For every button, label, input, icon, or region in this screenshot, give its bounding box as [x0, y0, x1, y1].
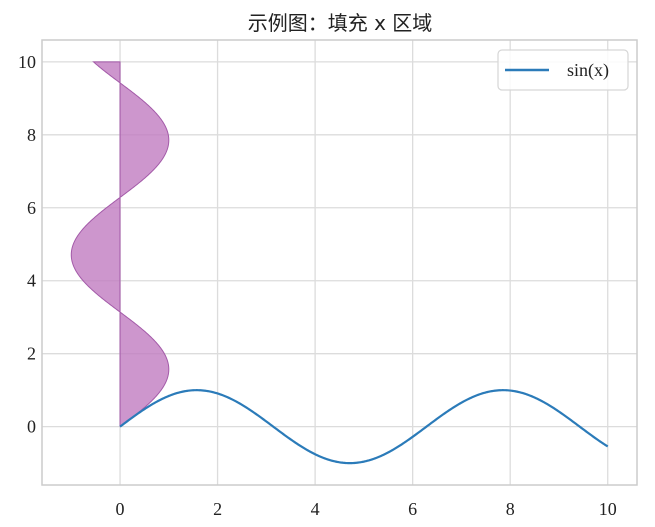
x-tick-label: 10	[599, 499, 617, 519]
y-tick-label: 2	[27, 344, 36, 364]
legend-label-sin: sin(x)	[567, 60, 609, 81]
sine-line-layer	[119, 389, 609, 465]
y-tick-label: 0	[27, 417, 36, 437]
x-tick-label: 8	[506, 499, 515, 519]
fill-region-sin-y	[70, 61, 170, 428]
y-tick-label: 10	[18, 52, 36, 72]
x-tick-label: 4	[311, 499, 320, 519]
plot-frame	[41, 39, 638, 486]
y-tick-label: 4	[27, 271, 36, 291]
sine-line	[119, 389, 609, 465]
fill-area	[70, 61, 170, 428]
legend-box	[497, 49, 629, 91]
x-axis-ticks: 0 2 4 6 8 10	[116, 499, 617, 519]
y-axis-ticks: 0 2 4 6 8 10	[18, 52, 36, 437]
x-tick-label: 2	[213, 499, 222, 519]
legend: sin(x)	[497, 49, 629, 91]
x-tick-label: 6	[408, 499, 417, 519]
y-tick-label: 6	[27, 198, 36, 218]
y-tick-label: 8	[27, 125, 36, 145]
chart-title: 示例图：填充 x 区域	[248, 11, 433, 35]
x-tick-label: 0	[116, 499, 125, 519]
